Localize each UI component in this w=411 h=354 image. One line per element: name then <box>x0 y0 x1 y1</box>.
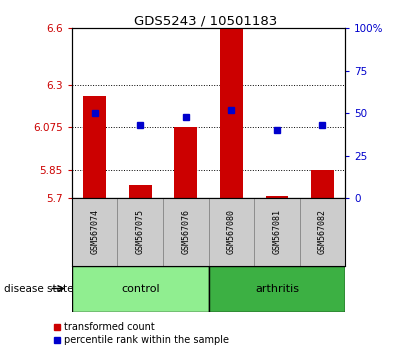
Text: GSM567081: GSM567081 <box>272 209 282 255</box>
Bar <box>220 28 243 198</box>
Bar <box>118 198 163 266</box>
Text: GDS5243 / 10501183: GDS5243 / 10501183 <box>134 14 277 27</box>
Bar <box>163 198 209 266</box>
Text: disease state: disease state <box>4 284 74 293</box>
Text: GSM567075: GSM567075 <box>136 209 145 255</box>
Text: control: control <box>121 284 159 293</box>
Bar <box>83 96 106 198</box>
Bar <box>300 198 345 266</box>
Bar <box>72 198 118 266</box>
Bar <box>174 127 197 198</box>
Bar <box>72 266 209 312</box>
Text: GSM567074: GSM567074 <box>90 209 99 255</box>
Bar <box>266 196 288 198</box>
Bar <box>209 266 345 312</box>
Bar <box>311 170 334 198</box>
Legend: transformed count, percentile rank within the sample: transformed count, percentile rank withi… <box>54 322 229 345</box>
Bar <box>129 185 152 198</box>
Text: arthritis: arthritis <box>255 284 299 293</box>
Text: GSM567080: GSM567080 <box>227 209 236 255</box>
Text: GSM567082: GSM567082 <box>318 209 327 255</box>
Bar <box>209 198 254 266</box>
Bar <box>254 198 300 266</box>
Text: GSM567076: GSM567076 <box>181 209 190 255</box>
